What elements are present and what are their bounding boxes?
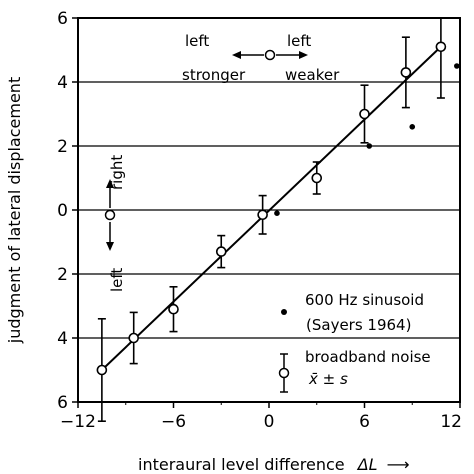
- annot-left-weaker-2: weaker: [285, 66, 340, 84]
- sinusoid-point-3: [454, 63, 460, 69]
- arrow-head-up: [106, 179, 114, 188]
- annot-left-stronger-1: left: [185, 32, 209, 50]
- x-tick-label-4: 12: [440, 412, 462, 432]
- annot-left-weaker-1: left: [287, 32, 311, 50]
- legend: 600 Hz sinusoid (Sayers 1964) broadband …: [278, 291, 431, 393]
- y-tick-label-1: 4: [57, 73, 68, 93]
- x-tick-label-0: −12: [60, 412, 96, 432]
- arrow-head-left: [232, 51, 241, 59]
- legend-noise-marker: [278, 367, 290, 379]
- sinusoid-point-2: [409, 124, 416, 130]
- annot-left: left: [108, 268, 126, 292]
- annot-right: right: [108, 155, 126, 190]
- x-tick-label-2: 0: [264, 412, 275, 432]
- annot-open-circle-side: [104, 209, 116, 221]
- sinusoid-point-1: [366, 143, 373, 149]
- y-tick-label-4: 2: [57, 265, 68, 285]
- side-annotation: right left: [104, 155, 126, 292]
- legend-sinusoid-marker: [281, 309, 287, 315]
- x-axis-label: interaural level difference ΔL ⟶: [138, 455, 410, 474]
- annot-open-circle-top: [264, 49, 276, 61]
- y-ticks: 6 4 2 0 2 4 6: [57, 9, 78, 413]
- upper-annotation: left stronger left weaker: [182, 32, 340, 84]
- legend-noise-stat: x̄ ± s: [308, 370, 348, 388]
- noise-point-8: [435, 41, 447, 53]
- noise-points: [96, 41, 447, 376]
- x-tick-label-1: −6: [161, 412, 186, 432]
- noise-point-5: [311, 172, 323, 184]
- x-ticks: −12 −6 0 6 12: [60, 402, 462, 432]
- noise-point-0: [96, 364, 108, 376]
- noise-point-4: [257, 209, 268, 221]
- legend-sinusoid-name: 600 Hz sinusoid: [305, 291, 424, 309]
- arrow-head-right: [299, 51, 308, 59]
- y-tick-label-6: 6: [57, 393, 68, 413]
- arrow-head-down: [106, 242, 114, 251]
- y-tick-label-2: 2: [57, 137, 68, 157]
- sinusoid-point-0: [274, 210, 280, 216]
- legend-sinusoid-source: (Sayers 1964): [306, 316, 411, 334]
- legend-noise-name: broadband noise: [305, 348, 431, 366]
- noise-point-1: [128, 332, 140, 344]
- sinusoid-points: [274, 63, 460, 216]
- noise-point-3: [215, 246, 227, 257]
- fit-line: [101, 42, 445, 371]
- noise-point-7: [400, 67, 412, 78]
- annot-left-stronger-2: stronger: [182, 66, 246, 84]
- y-tick-label-5: 4: [57, 329, 68, 349]
- noise-point-2: [168, 303, 179, 315]
- y-tick-label-0: 6: [57, 9, 68, 29]
- x-tick-label-3: 6: [359, 412, 370, 432]
- y-axis-label: judgment of lateral displacement: [5, 77, 24, 344]
- noise-point-6: [359, 108, 370, 120]
- y-tick-label-3: 0: [57, 201, 68, 221]
